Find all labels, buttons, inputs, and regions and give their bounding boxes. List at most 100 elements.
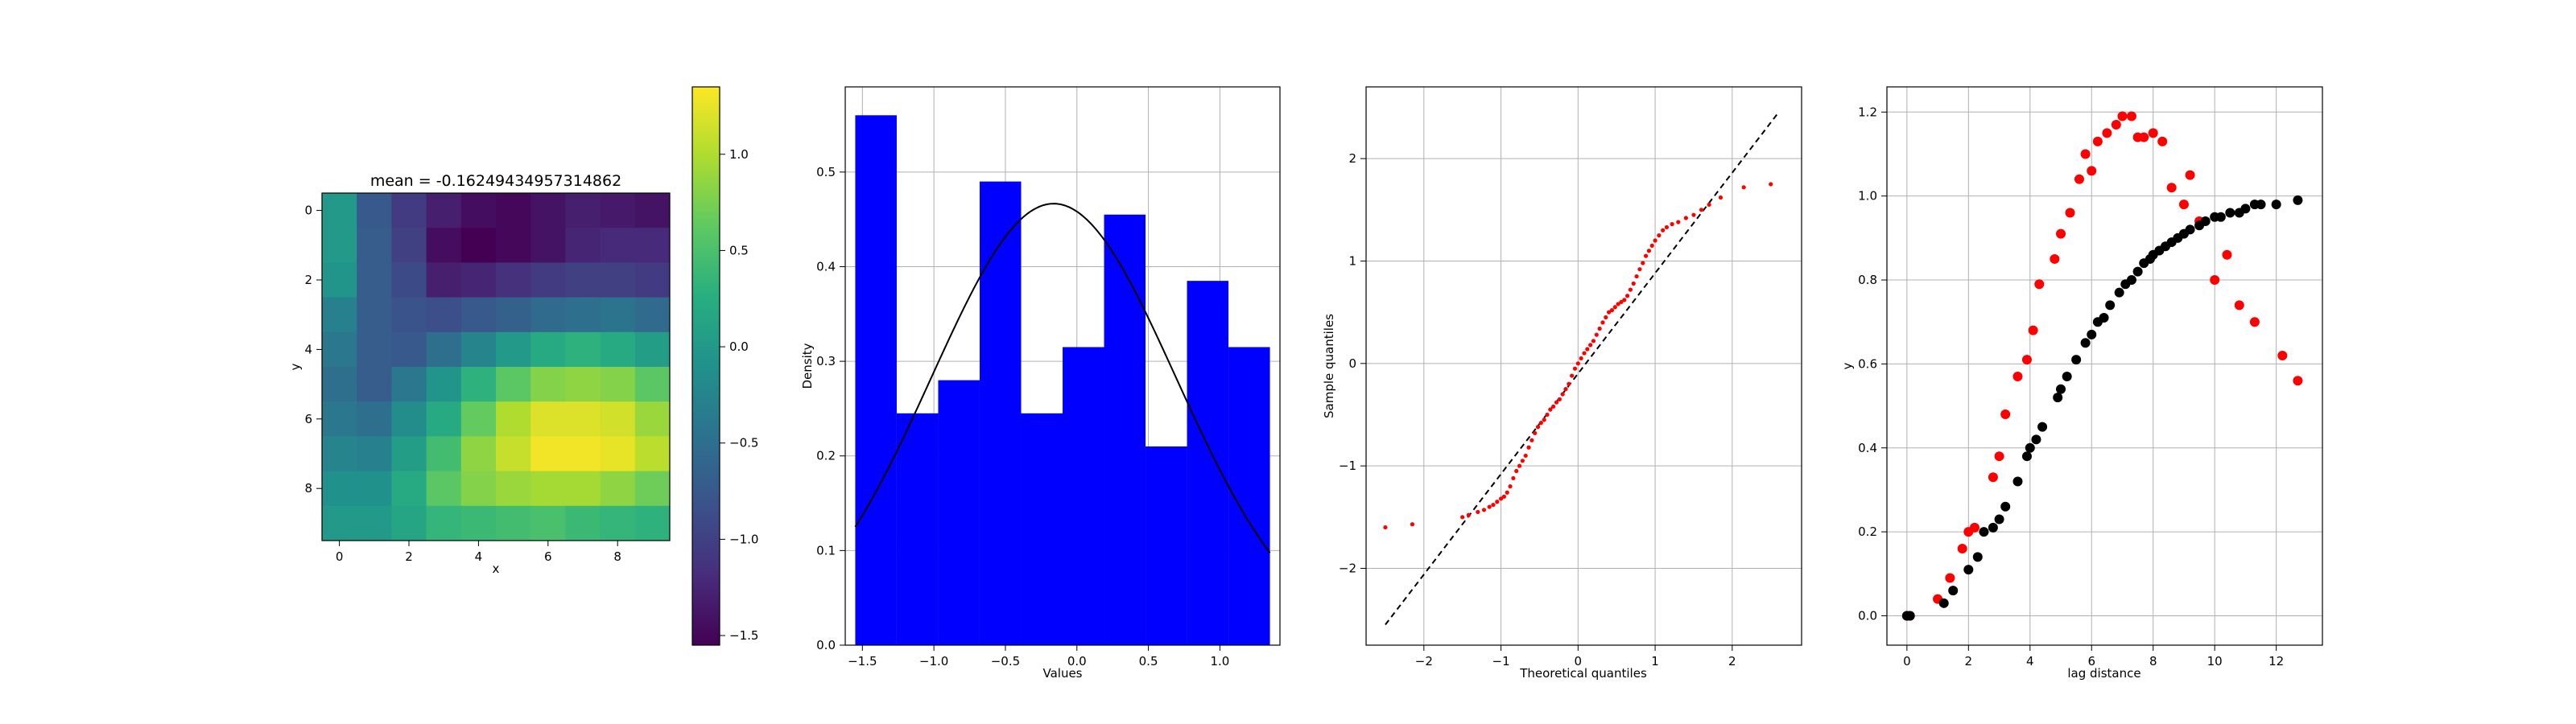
colorbar-tick-label: 1.0 — [729, 147, 749, 162]
colorbar-tick-label: 0.5 — [729, 243, 749, 257]
heatmap-cell — [460, 367, 497, 402]
qq-y-tick-label: 0 — [1348, 356, 1356, 371]
qq-point — [1498, 496, 1504, 501]
heatmap-cell — [634, 367, 671, 402]
qq-point — [1619, 299, 1624, 305]
variogram-x-tick-label: 4 — [2026, 654, 2034, 668]
variogram-red-point — [2139, 132, 2149, 142]
heatmap-cell — [600, 401, 636, 437]
qq-point — [1517, 463, 1522, 468]
variogram-x-tick-label: 8 — [2149, 654, 2157, 668]
variogram-red-point — [1957, 543, 1967, 553]
variogram-red-point — [1969, 522, 1979, 533]
histogram-y-tick-label: 0.1 — [816, 543, 836, 557]
qq-point — [1707, 202, 1711, 208]
heatmap-cell — [426, 262, 462, 298]
heatmap-cell — [600, 505, 636, 541]
heatmap-cell — [496, 262, 531, 298]
qq-point — [1637, 267, 1642, 272]
heatmap-cell — [600, 436, 636, 472]
variogram-red-point — [2210, 275, 2220, 286]
variogram-black-point — [2126, 275, 2136, 286]
variogram-red-point — [2277, 350, 2288, 360]
heatmap-cell — [530, 297, 566, 333]
heatmap-cell — [426, 436, 462, 472]
variogram-x-tick-label: 2 — [1965, 654, 1973, 668]
heatmap-panel: 0 2 4 6 8 0 2 4 6 8 mean = -0.16249434957314862 x… — [288, 172, 671, 576]
qq-point — [1582, 351, 1587, 356]
heatmap-cell — [391, 505, 427, 541]
qq-reference-line — [1385, 112, 1780, 626]
heatmap-cell — [426, 401, 462, 437]
heatmap-cell — [391, 193, 427, 228]
variogram-red-point — [2074, 174, 2084, 184]
qq-point — [1491, 502, 1496, 508]
histogram-y-tick-label: 0.0 — [816, 638, 836, 652]
heatmap-cell — [496, 505, 531, 541]
qq-point — [1560, 392, 1565, 397]
heatmap-cell — [600, 262, 636, 298]
heatmap-cell — [391, 297, 427, 333]
heatmap-cell — [634, 262, 671, 298]
qq-point — [1741, 185, 1746, 190]
qq-point — [1501, 494, 1506, 499]
qq-point — [1383, 524, 1388, 530]
variogram-black-point — [2132, 266, 2143, 277]
variogram-y-tick-label: 0.6 — [1858, 356, 1877, 371]
histogram-bar — [938, 380, 980, 645]
histogram-bar — [1021, 413, 1063, 645]
qq-point — [1563, 387, 1568, 392]
qq-point — [1600, 320, 1605, 325]
heatmap-cell — [565, 193, 601, 228]
qq-point — [1523, 453, 1528, 459]
heatmap-cell — [634, 401, 671, 437]
variogram-red-point — [2293, 376, 2303, 386]
heatmap-cell — [357, 331, 392, 368]
heatmap-cell — [600, 297, 636, 333]
qq-point — [1567, 381, 1571, 386]
variogram-black-point — [2200, 216, 2211, 226]
histogram-bar — [896, 413, 939, 645]
colorbar-panel: −1.5 −1.0 −0.5 0.0 0.5 1.0 — [691, 86, 758, 646]
heatmap-cell — [565, 297, 601, 333]
variogram-black-point — [2037, 422, 2048, 432]
variogram-red-point — [2050, 253, 2060, 264]
qq-y-tick-label: 2 — [1348, 151, 1356, 166]
qq-x-tick-label: −1 — [1492, 654, 1510, 668]
variogram-red-point — [2056, 228, 2066, 239]
heatmap-cell — [460, 262, 497, 298]
variogram-red-point — [2185, 170, 2195, 180]
variogram-red-point — [2021, 355, 2032, 365]
histogram-x-tick-label: −1.5 — [848, 654, 877, 668]
colorbar-tick-label: 0.0 — [729, 339, 749, 354]
heatmap-cell — [460, 193, 497, 228]
qq-point — [1670, 222, 1674, 227]
variogram-red-point — [2166, 183, 2177, 193]
heatmap-cell — [426, 505, 462, 541]
variogram-black-point — [2080, 338, 2091, 348]
heatmap-cell — [530, 401, 566, 437]
heatmap-cell — [391, 262, 427, 298]
qq-point — [1657, 233, 1662, 238]
heatmap-cell — [322, 401, 357, 437]
histogram-x-tick-label: −0.5 — [991, 654, 1020, 668]
heatmap-cell — [530, 228, 566, 263]
variogram-black-point — [1948, 586, 1959, 596]
qq-point — [1594, 332, 1599, 337]
heatmap-cell — [634, 436, 671, 472]
variogram-red-point — [2000, 409, 2011, 420]
heatmap-y-tick-label: 4 — [304, 342, 312, 356]
variogram-red-point — [2028, 325, 2038, 335]
heatmap-frame — [321, 192, 671, 541]
variogram-y-tick-label: 1.2 — [1858, 105, 1877, 119]
variogram-y-tick-label: 1.0 — [1858, 189, 1877, 204]
heatmap-cell — [634, 505, 671, 541]
heatmap-cell — [391, 331, 427, 368]
heatmap-cell — [426, 297, 462, 333]
heatmap-cell — [460, 401, 497, 437]
variogram-y-tick-label: 0.8 — [1858, 273, 1877, 287]
variogram-black-point — [2271, 200, 2281, 210]
qq-point — [1557, 397, 1562, 401]
heatmap-cell — [634, 193, 671, 228]
qq-point — [1676, 220, 1681, 224]
